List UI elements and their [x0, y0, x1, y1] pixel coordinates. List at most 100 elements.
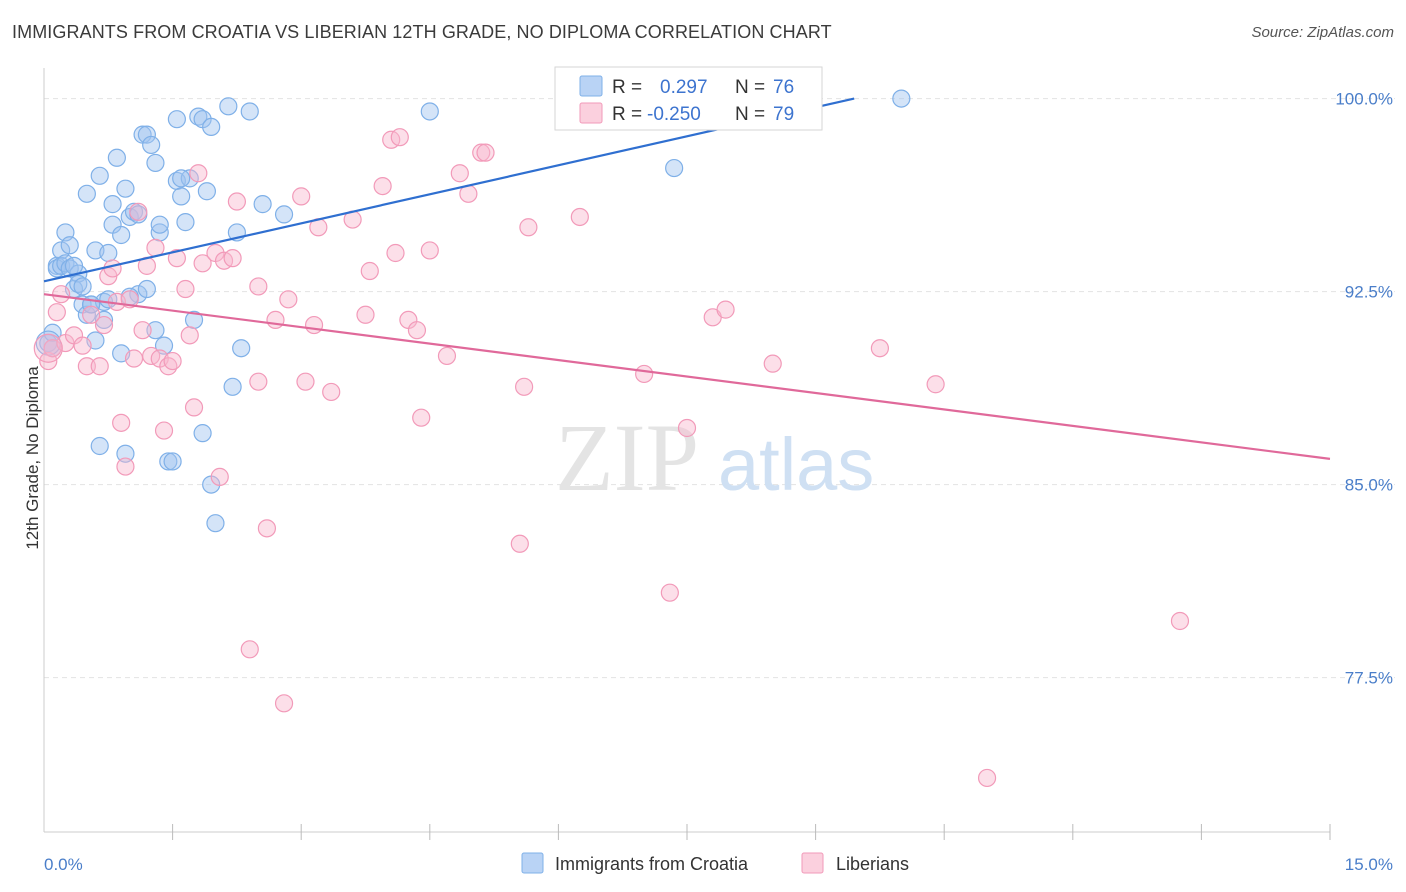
point-liberians — [373, 176, 392, 196]
watermark-atlas: atlas — [718, 423, 874, 506]
point-croatia — [90, 166, 109, 185]
point-liberians-cluster — [33, 333, 63, 363]
point-liberians — [420, 241, 439, 260]
stats-r-label-2: R = — [612, 104, 642, 125]
stats-n-value-2: 79 — [773, 104, 794, 125]
point-liberians — [47, 303, 66, 322]
trend-line-liberians — [43, 293, 1331, 460]
point-liberians — [870, 339, 890, 358]
point-liberians — [407, 321, 427, 340]
point-croatia — [232, 339, 251, 358]
stats-n-label-2: N = — [735, 104, 765, 125]
point-liberians — [112, 413, 131, 432]
point-liberians — [322, 382, 341, 402]
point-croatia — [253, 195, 272, 214]
point-croatia — [202, 117, 221, 137]
point-liberians — [249, 277, 268, 296]
point-croatia — [163, 452, 182, 471]
stats-r-value-1: 0.297 — [660, 77, 708, 98]
chart-title: IMMIGRANTS FROM CROATIA VS LIBERIAN 12TH… — [12, 22, 832, 42]
point-liberians — [103, 259, 122, 278]
point-croatia — [159, 452, 178, 471]
point-liberians — [472, 143, 491, 162]
point-croatia — [116, 444, 135, 463]
point-croatia — [103, 195, 122, 214]
point-croatia — [150, 215, 169, 234]
point-liberians — [223, 249, 242, 268]
point-liberians — [570, 207, 589, 227]
point-liberians — [390, 128, 409, 147]
point-liberians — [677, 418, 697, 438]
point-liberians — [635, 364, 654, 384]
point-liberians — [515, 377, 534, 396]
legend-label-liberians: Liberians — [836, 854, 909, 874]
point-liberians — [437, 346, 457, 366]
y-tick-label: 100.0% — [1335, 90, 1393, 109]
point-croatia — [167, 110, 186, 129]
point-croatia — [219, 97, 238, 116]
point-croatia — [73, 277, 92, 296]
stats-swatch-croatia — [579, 75, 603, 97]
point-liberians — [279, 290, 298, 309]
point-liberians — [129, 202, 148, 221]
point-croatia — [90, 436, 109, 456]
grid-lines — [44, 98, 1395, 679]
point-liberians — [977, 768, 997, 788]
point-liberians — [184, 398, 204, 417]
point-croatia — [77, 305, 96, 324]
point-liberians — [266, 310, 285, 330]
point-liberians — [763, 354, 782, 373]
stats-box: R = 0.297 N = 76 R = -0.250 N = 79 — [554, 66, 823, 131]
point-croatia — [172, 169, 191, 188]
point-croatia — [116, 179, 135, 198]
point-croatia — [142, 135, 161, 155]
point-liberians — [180, 326, 199, 345]
point-croatia — [274, 205, 294, 224]
point-liberians — [189, 164, 208, 183]
watermark: ZIP atlas — [555, 404, 874, 511]
legend-swatch-croatia — [521, 852, 544, 874]
stats-n-label-1: N = — [735, 77, 765, 98]
legend-label-croatia: Immigrants from Croatia — [555, 854, 749, 874]
point-liberians — [90, 357, 109, 376]
point-liberians — [249, 372, 268, 391]
series-croatia-points — [35, 89, 911, 533]
point-liberians — [116, 457, 135, 476]
point-croatia — [223, 377, 242, 396]
point-croatia — [107, 148, 126, 167]
source-label: Source: ZipAtlas.com — [1251, 24, 1394, 41]
point-liberians — [356, 305, 375, 324]
point-liberians — [73, 336, 92, 355]
point-croatia — [172, 187, 191, 206]
point-liberians — [210, 467, 229, 486]
point-liberians — [52, 285, 71, 304]
point-liberians — [94, 315, 114, 335]
point-liberians — [154, 421, 174, 440]
point-liberians — [274, 694, 294, 713]
point-liberians — [926, 375, 945, 394]
point-croatia — [176, 213, 195, 232]
point-croatia — [197, 182, 216, 201]
point-liberians — [660, 583, 679, 602]
point-croatia — [137, 279, 156, 299]
point-croatia — [64, 256, 84, 275]
point-liberians — [240, 640, 259, 659]
point-liberians — [450, 164, 469, 183]
stats-n-value-1: 76 — [773, 77, 794, 98]
point-croatia — [112, 225, 131, 245]
point-croatia — [193, 424, 212, 443]
point-liberians — [167, 249, 186, 268]
point-liberians — [412, 408, 431, 427]
point-liberians — [476, 143, 495, 162]
watermark-zip: ZIP — [555, 404, 699, 511]
stats-r-value-2: -0.250 — [647, 104, 701, 125]
point-liberians — [77, 357, 96, 376]
legend: Immigrants from Croatia Liberians — [521, 852, 909, 874]
y-tick-label: 92.5% — [1345, 283, 1393, 302]
tick-labels: 77.5% 85.0% 92.5% 100.0% 0.0% 15.0% — [44, 90, 1393, 874]
point-liberians — [510, 534, 529, 553]
series-liberians-points — [33, 128, 1190, 788]
point-liberians — [227, 192, 246, 211]
point-croatia — [892, 89, 911, 108]
